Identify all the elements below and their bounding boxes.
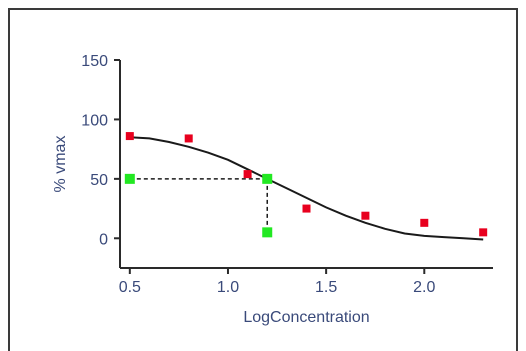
y-ticks: 0 50 100 150 [81, 53, 120, 248]
data-point [361, 211, 370, 220]
data-point [184, 134, 193, 143]
x-tick-label: 1.0 [217, 279, 239, 296]
data-point [125, 132, 134, 141]
reference-marker [262, 173, 273, 184]
y-tick-label: 0 [99, 231, 108, 248]
data-point [243, 170, 252, 179]
y-axis-label: % vmax [52, 136, 69, 193]
data-point [479, 228, 488, 237]
y-tick-label: 150 [81, 53, 108, 70]
x-tick-label: 2.0 [413, 279, 435, 296]
x-ticks: 0.5 1.0 1.5 2.0 [119, 268, 436, 296]
x-tick-label: 0.5 [119, 279, 141, 296]
x-axis-label: LogConcentration [243, 309, 369, 326]
y-tick-label: 50 [90, 172, 108, 189]
reference-marker [262, 227, 273, 238]
data-point [302, 204, 311, 213]
axes [119, 60, 493, 269]
x-tick-label: 1.5 [315, 279, 337, 296]
reference-marker [124, 173, 135, 184]
plot-layer [124, 132, 488, 241]
y-tick-label: 100 [81, 112, 108, 129]
data-point [420, 218, 429, 227]
fit-curve [129, 136, 484, 241]
